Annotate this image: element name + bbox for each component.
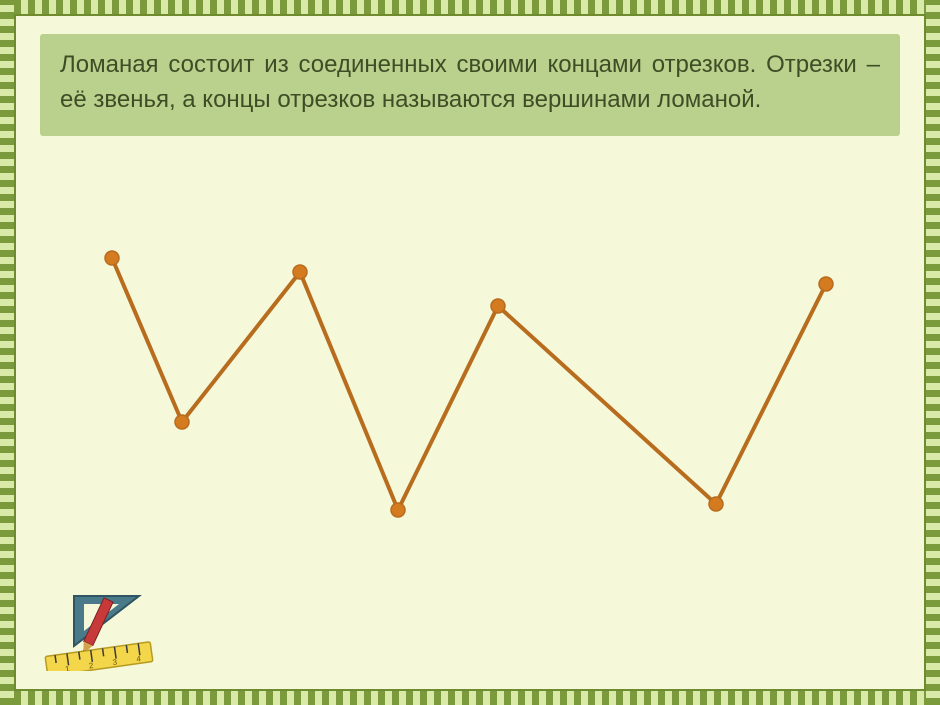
content-area: Ломаная состоит из соединенных своими ко… [14,14,926,691]
border-left [0,0,14,705]
polyline-vertices [105,251,833,517]
vertex-1 [175,415,189,429]
definition-text: Ломаная состоит из соединенных своими ко… [60,51,880,113]
border-top [0,0,940,14]
vertex-2 [293,265,307,279]
vertex-6 [819,277,833,291]
border-bottom [0,691,940,705]
ruler-icon: 1 2 3 4 [45,642,153,671]
vertex-5 [709,497,723,511]
vertex-3 [391,503,405,517]
border-right [926,0,940,705]
slide-frame: Ломаная состоит из соединенных своими ко… [0,0,940,705]
vertex-0 [105,251,119,265]
definition-box: Ломаная состоит из соединенных своими ко… [40,34,900,136]
vertex-4 [491,299,505,313]
math-tools-icon: 1 2 3 4 [44,591,154,671]
polyline-path [112,258,826,510]
